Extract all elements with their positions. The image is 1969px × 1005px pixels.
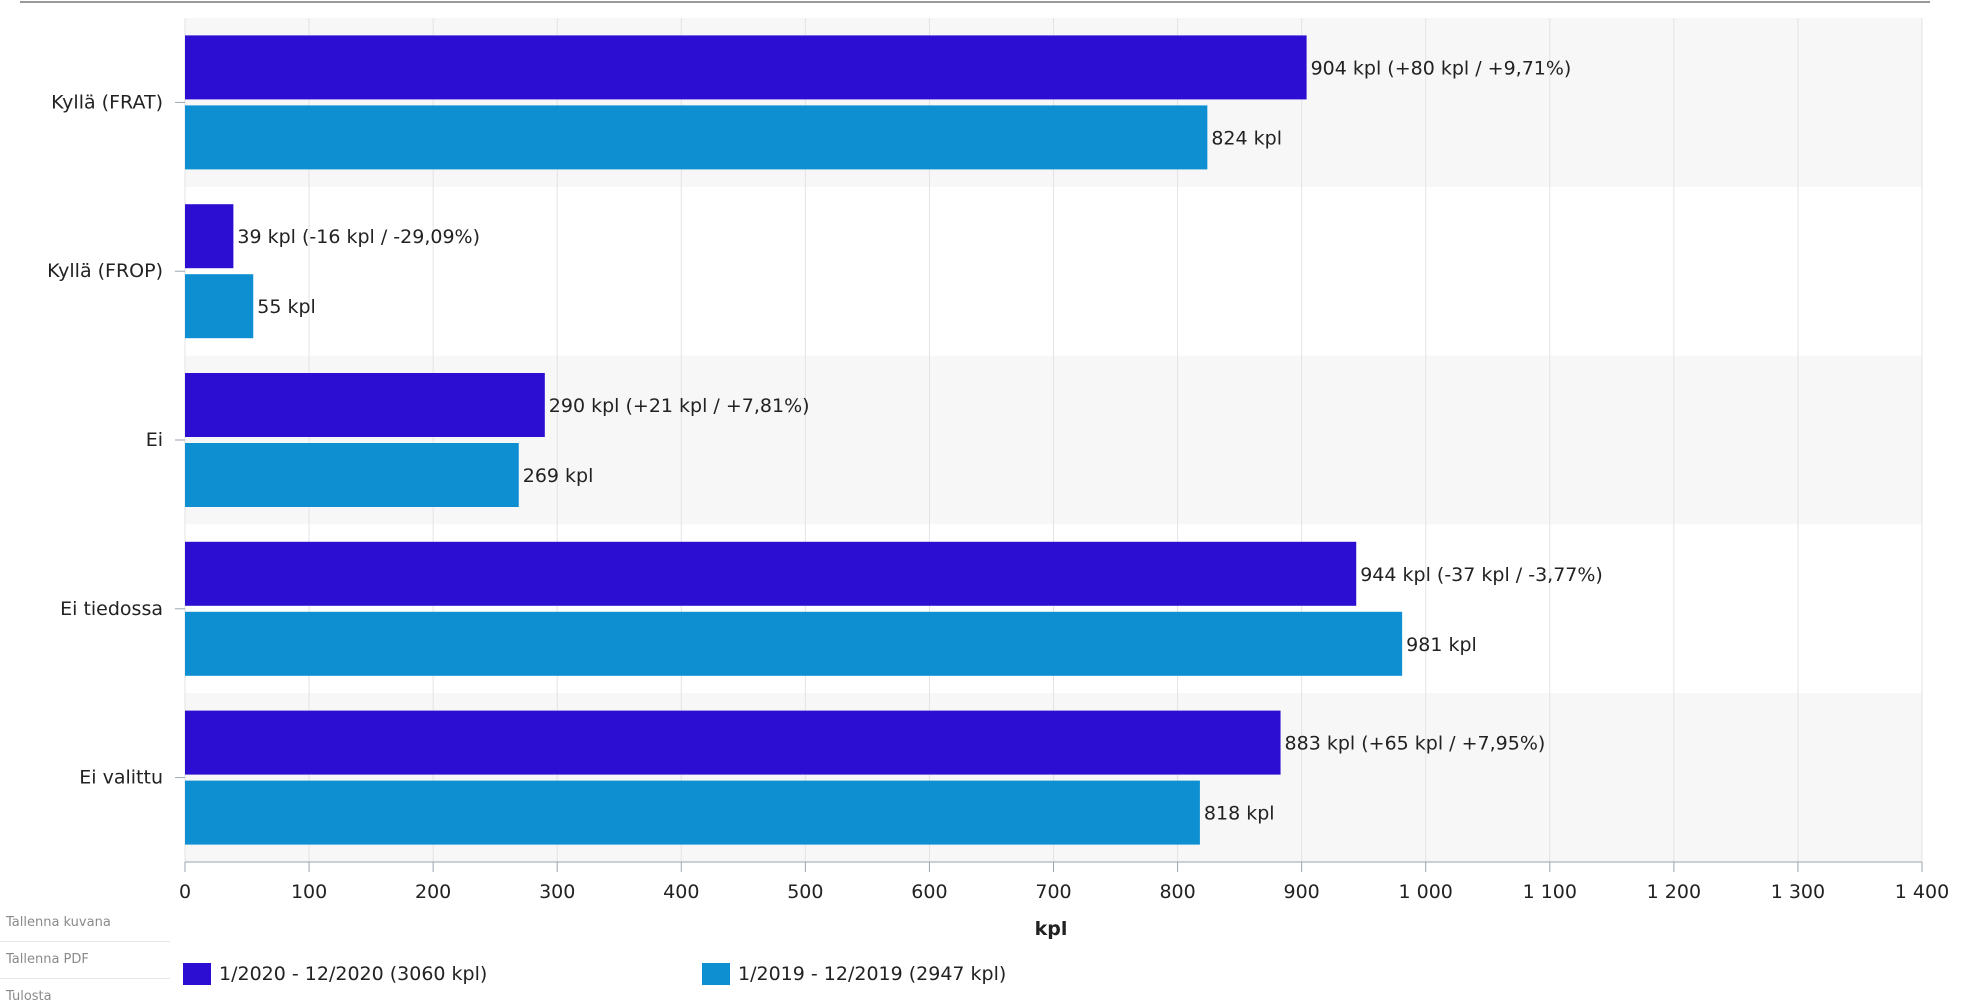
separator xyxy=(0,941,170,942)
x-tick-label: 100 xyxy=(291,881,327,903)
legend-item-2019[interactable]: 1/2019 - 12/2019 (2947 kpl) xyxy=(702,960,1006,988)
x-axis: 0 100 200 300 400 500 600 700 800 900 1 000 1 100 1 … xyxy=(179,861,1949,903)
data-label: 290 kpl (+21 kpl / +7,81%) xyxy=(549,395,810,417)
bar xyxy=(185,204,234,269)
bar xyxy=(185,541,1357,606)
bar xyxy=(185,373,545,437)
x-tick-label: 1 100 xyxy=(1523,881,1577,903)
legend-swatch xyxy=(183,963,211,985)
save-image-link[interactable]: Tallenna kuvana xyxy=(6,915,111,930)
data-label: 39 kpl (-16 kpl / -29,09%) xyxy=(237,226,480,248)
x-tick-label: 1 400 xyxy=(1895,881,1949,903)
bar xyxy=(185,710,1281,775)
separator xyxy=(0,978,170,979)
legend-swatch xyxy=(702,963,730,985)
data-label: 55 kpl xyxy=(257,296,316,318)
x-tick-label: 600 xyxy=(911,881,947,903)
x-tick-label: 500 xyxy=(787,881,823,903)
x-tick-label: 400 xyxy=(663,881,699,903)
data-label: 818 kpl xyxy=(1204,803,1275,825)
bar xyxy=(185,443,519,507)
x-tick-label: 0 xyxy=(179,881,191,903)
x-tick-label: 1 000 xyxy=(1399,881,1453,903)
x-tick-label: 1 200 xyxy=(1647,881,1701,903)
data-label: 981 kpl xyxy=(1406,634,1477,656)
legend-item-2020[interactable]: 1/2020 - 12/2020 (3060 kpl) xyxy=(183,960,487,988)
save-pdf-link[interactable]: Tallenna PDF xyxy=(6,952,89,967)
category-labels: Kyllä (FRAT) Kyllä (FROP) Ei Ei tiedossa Ei … xyxy=(47,91,185,789)
bar xyxy=(185,35,1307,100)
x-tick-label: 700 xyxy=(1035,881,1071,903)
category-label: Ei tiedossa xyxy=(60,598,163,620)
category-label: Ei valittu xyxy=(79,767,163,789)
data-labels: 904 kpl (+80 kpl / +9,71%) 824 kpl 39 kpl … xyxy=(237,57,1602,824)
bars xyxy=(185,35,1403,845)
x-axis-title: kpl xyxy=(1035,918,1068,940)
legend-label: 1/2020 - 12/2020 (3060 kpl) xyxy=(219,963,488,985)
print-link[interactable]: Tulosta xyxy=(6,989,52,1004)
category-label: Ei xyxy=(146,429,163,451)
x-tick-label: 200 xyxy=(415,881,451,903)
x-tick-label: 900 xyxy=(1284,881,1320,903)
x-tick-label: 1 300 xyxy=(1771,881,1825,903)
legend-label: 1/2019 - 12/2019 (2947 kpl) xyxy=(738,963,1007,985)
bar xyxy=(185,274,254,339)
category-label: Kyllä (FROP) xyxy=(47,260,163,282)
data-label: 824 kpl xyxy=(1211,127,1282,149)
bar xyxy=(185,611,1403,676)
bar xyxy=(185,105,1208,170)
category-label: Kyllä (FRAT) xyxy=(51,91,163,113)
data-label: 269 kpl xyxy=(523,465,594,487)
data-label: 904 kpl (+80 kpl / +9,71%) xyxy=(1311,57,1572,79)
bar xyxy=(185,780,1200,845)
x-tick-label: 800 xyxy=(1159,881,1195,903)
data-label: 883 kpl (+65 kpl / +7,95%) xyxy=(1285,733,1546,755)
data-label: 944 kpl (-37 kpl / -3,77%) xyxy=(1360,564,1603,586)
x-tick-label: 300 xyxy=(539,881,575,903)
